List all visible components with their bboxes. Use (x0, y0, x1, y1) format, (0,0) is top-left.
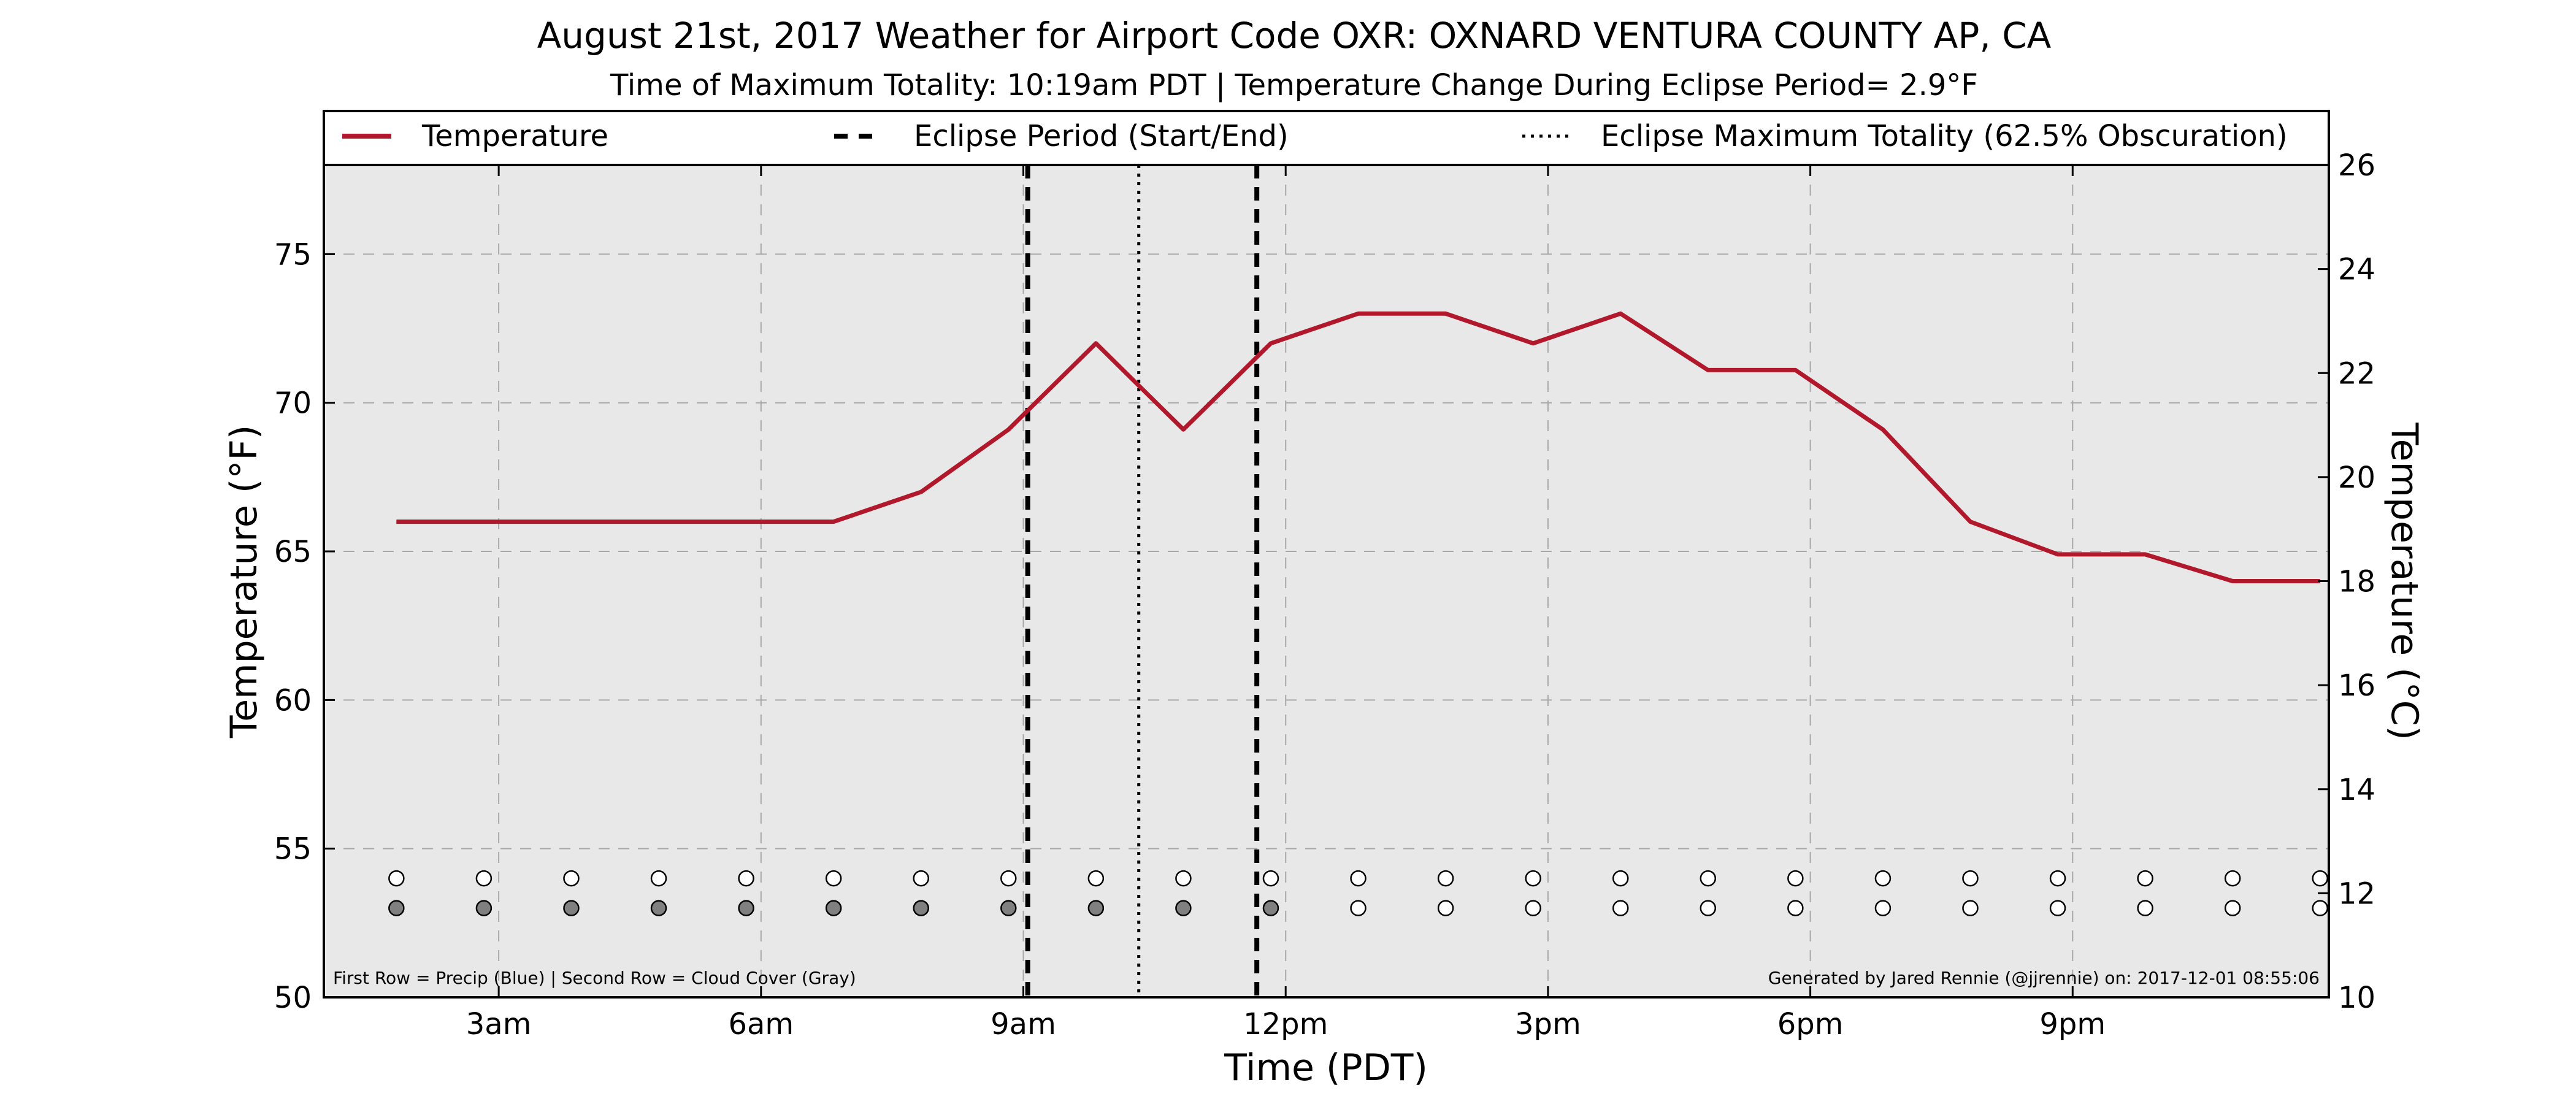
precip-marker (1175, 870, 1192, 887)
eclipse-lines (1025, 165, 1260, 997)
precip-marker (1000, 870, 1017, 887)
cloud-cover-marker (1787, 900, 1804, 916)
y-tick-label-left: 75 (274, 237, 312, 272)
y-tick-label-right: 18 (2338, 565, 2375, 599)
x-tick-label: 6pm (1777, 1007, 1844, 1041)
y-axis-title-right: Temperature (°C) (2383, 422, 2426, 740)
x-tick-label: 9pm (2039, 1007, 2106, 1041)
precip-marker (1087, 870, 1105, 887)
plot-area (324, 165, 2329, 997)
precip-marker (1962, 870, 1979, 887)
precip-marker (1350, 870, 1367, 887)
cloud-cover-marker (1175, 900, 1192, 916)
y-tick-label-left: 70 (274, 386, 312, 421)
y-tick-label-right: 26 (2338, 148, 2375, 183)
precip-marker (1874, 870, 1892, 887)
x-tick-label: 3pm (1515, 1007, 1581, 1041)
x-tick-label: 6am (728, 1007, 794, 1041)
cloud-cover-marker (1437, 900, 1454, 916)
note-precip-cloud: First Row = Precip (Blue) | Second Row =… (333, 968, 856, 988)
cloud-cover-marker (1000, 900, 1017, 916)
precip-marker (1437, 870, 1454, 887)
precip-marker (825, 870, 842, 887)
precip-marker (475, 870, 493, 887)
cloud-cover-marker (1874, 900, 1892, 916)
y-tick-label-right: 14 (2338, 773, 2375, 807)
observation-markers (388, 870, 2328, 916)
precip-marker (1262, 870, 1279, 887)
cloud-cover-marker (738, 900, 754, 916)
y-tick-label-right: 20 (2338, 461, 2375, 495)
x-tick-label: 3am (466, 1007, 532, 1041)
precip-marker (563, 870, 580, 887)
y-axis-left: 50 55 60 65 70 75 (274, 237, 335, 1015)
cloud-cover-marker (2049, 900, 2066, 916)
cloud-cover-marker (650, 900, 667, 916)
y-tick-label-left: 65 (274, 535, 312, 569)
cloud-cover-marker (2224, 900, 2241, 916)
precip-marker (650, 870, 667, 887)
precip-marker (2137, 870, 2153, 887)
cloud-cover-marker (1350, 900, 1367, 916)
y-tick-label-right: 24 (2338, 253, 2375, 287)
precip-marker (2049, 870, 2066, 887)
precip-marker (1612, 870, 1629, 887)
cloud-cover-marker (913, 900, 929, 916)
cloud-cover-marker (563, 900, 580, 916)
y-tick-label-right: 22 (2338, 356, 2375, 391)
chart-subtitle: Time of Maximum Totality: 10:19am PDT | … (610, 68, 1978, 102)
cloud-cover-marker (2312, 900, 2328, 916)
precip-marker (1525, 870, 1541, 887)
y-tick-label-right: 10 (2338, 981, 2375, 1015)
legend-label-temperature: Temperature (421, 119, 608, 153)
legend-label-eclipse-max: Eclipse Maximum Totality (62.5% Obscurat… (1601, 119, 2288, 153)
y-tick-label-left: 50 (274, 981, 312, 1015)
precip-marker (2312, 870, 2328, 887)
legend: Temperature Eclipse Period (Start/End) E… (323, 110, 2330, 166)
y-axis-right: 10 12 14 16 18 20 22 24 26 (2318, 148, 2375, 1015)
cloud-cover-marker (1525, 900, 1541, 916)
grid-lines (324, 165, 2329, 997)
cloud-cover-marker (1262, 900, 1279, 916)
cloud-cover-marker (475, 900, 493, 916)
cloud-cover-marker (825, 900, 842, 916)
chart-title: August 21st, 2017 Weather for Airport Co… (537, 15, 2052, 56)
cloud-cover-marker (388, 900, 405, 916)
precip-marker (738, 870, 754, 887)
y-axis-title-left: Temperature (°F) (223, 425, 266, 738)
x-axis: 3am 6am 9am 12pm 3pm 6pm 9pm (466, 165, 2106, 1041)
precip-marker (388, 870, 405, 887)
cloud-cover-marker (1087, 900, 1105, 916)
cloud-cover-marker (1612, 900, 1629, 916)
precip-marker (2224, 870, 2241, 887)
y-tick-label-left: 55 (274, 832, 312, 867)
x-axis-title: Time (PDT) (1224, 1046, 1428, 1089)
y-tick-label-right: 16 (2338, 669, 2375, 703)
precip-marker (1787, 870, 1804, 887)
cloud-cover-marker (1700, 900, 1717, 916)
x-tick-label: 12pm (1243, 1007, 1328, 1041)
x-tick-label: 9am (991, 1007, 1056, 1041)
temperature-series-line (396, 311, 2320, 583)
legend-box (323, 110, 2330, 166)
precip-marker (913, 870, 929, 887)
y-tick-label-left: 60 (274, 683, 312, 718)
note-generated-by: Generated by Jared Rennie (@jjrennie) on… (1768, 968, 2320, 988)
legend-label-eclipse-period: Eclipse Period (Start/End) (914, 119, 1289, 153)
cloud-cover-marker (1962, 900, 1979, 916)
y-tick-label-right: 12 (2338, 876, 2375, 911)
precip-marker (1700, 870, 1717, 887)
cloud-cover-marker (2137, 900, 2153, 916)
